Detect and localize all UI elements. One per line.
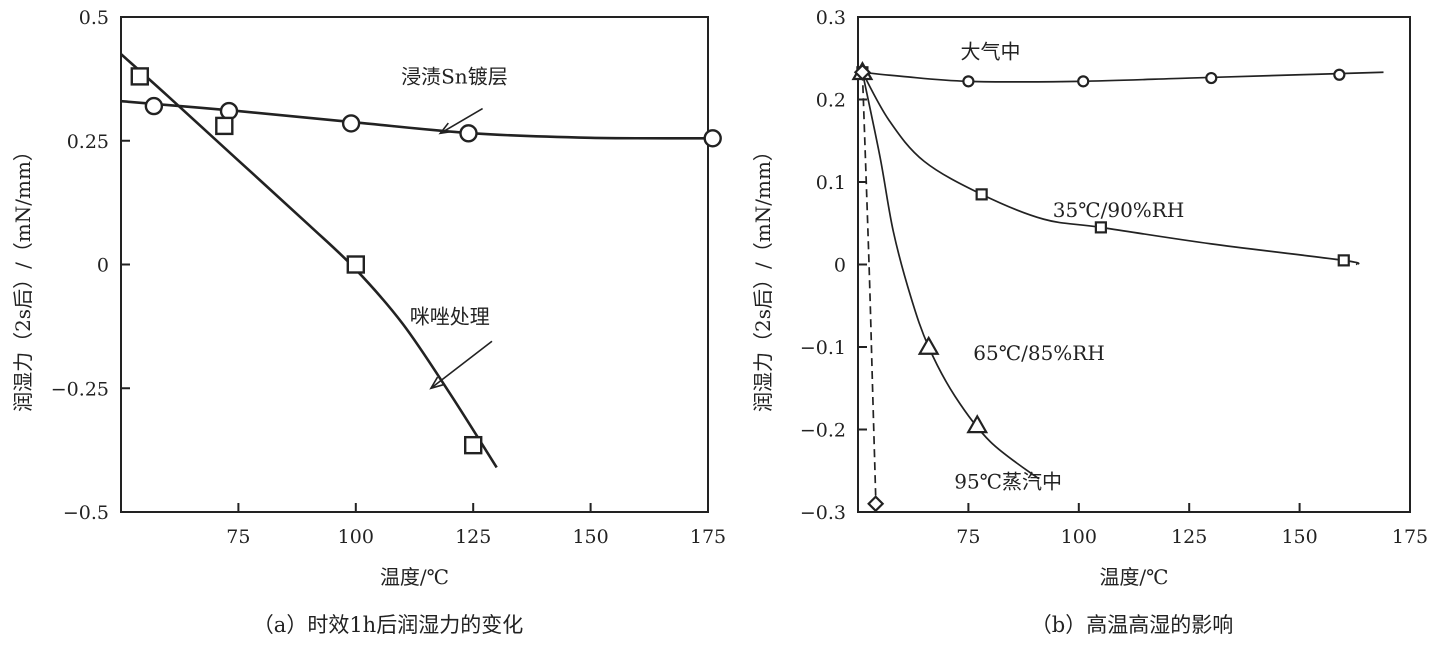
x-axis-label: 温度/℃ [380,565,449,589]
data-point-triangle [917,335,940,355]
data-point-circle [341,114,361,133]
data-point-diamond [867,495,885,513]
series-annotation: 咪唑处理 [410,304,490,328]
data-point-diamond [853,63,871,81]
data-point-square [975,188,988,201]
y-axis-label: 润湿力（2s后）/（mN/mm） [11,141,35,412]
panel-caption: （a）时效1h后润湿力的变化 [253,613,523,637]
x-tick-label: 175 [690,526,726,548]
y-tick-label: 0.25 [67,131,109,153]
y-tick-label: −0.25 [51,378,109,400]
series-line [861,71,1360,266]
series-circle [856,66,1384,88]
annotation-arrow-line [430,340,493,389]
series-square [121,53,498,469]
data-point-square [464,435,483,455]
series-line [861,72,1040,480]
x-tick-label: 100 [1061,526,1097,548]
x-tick-label: 75 [226,526,250,548]
panel-caption: （b）高温高湿的影响 [1031,613,1233,637]
y-tick-label: −0.2 [800,420,846,442]
x-tick-label: 150 [1281,526,1317,548]
plot-frame [857,16,1411,513]
series-circle [121,96,722,148]
data-point-circle [1077,75,1090,88]
data-point-circle [144,96,164,116]
series-annotation: 95℃蒸汽中 [954,469,1062,493]
y-tick-label: 0.1 [816,172,846,194]
y-tick-label: 0.2 [816,90,846,112]
y-tick-label: 0 [97,255,109,277]
series-annotation: 浸渍Sn镀层 [401,64,508,88]
data-point-circle [219,101,239,121]
data-point-square [215,116,234,136]
series-triangle [851,61,1040,480]
annotation-arrow-head [438,122,454,135]
series-line [861,72,877,496]
data-point-square [1337,254,1350,267]
y-tick-label: 0.3 [816,7,846,29]
series-line [862,71,1384,83]
annotation-arrow-head [429,376,444,390]
x-tick-label: 100 [338,526,374,548]
x-tick-label: 150 [572,526,608,548]
x-tick-label: 125 [455,526,491,548]
data-point-circle [962,75,975,88]
data-point-triangle [966,414,989,434]
data-point-circle [459,124,478,143]
plot-frame [120,16,709,513]
chart-panel-b: 75 100 125 150 175 −0.3 −0.2 −0.1 0 0.1 0.2 0.3 温度/℃… [751,7,1428,637]
x-tick-label: 125 [1171,526,1207,548]
chart-panel-a: 75 100 125 150 175 −0.5 −0.25 0 0.25 0.5 温度/℃ 润湿力（2… [11,7,726,637]
series-annotation: 大气中 [960,40,1020,64]
y-tick-label: 0 [834,255,846,277]
y-tick-label: −0.3 [800,502,846,524]
data-point-circle [1205,71,1218,85]
series-diamond [853,63,885,513]
y-axis-label: 润湿力（2s后）/（mN/mm） [751,141,775,412]
y-tick-label: −0.5 [63,502,109,524]
data-point-circle [703,129,722,148]
y-tick-label: −0.1 [800,337,846,359]
x-tick-label: 75 [956,526,980,548]
series-annotation: 35℃/90%RH [1053,198,1185,222]
series-square [856,66,1360,267]
annotation-arrow-line [439,107,483,135]
x-axis-label: 温度/℃ [1099,565,1168,589]
data-point-square [130,67,149,86]
data-point-square [346,255,365,274]
x-tick-label: 175 [1392,526,1428,548]
series-line [121,53,498,469]
data-point-square [1094,221,1107,234]
y-tick-label: 0.5 [79,7,109,29]
data-point-circle [1333,68,1346,81]
series-annotation: 65℃/85%RH [973,341,1105,365]
